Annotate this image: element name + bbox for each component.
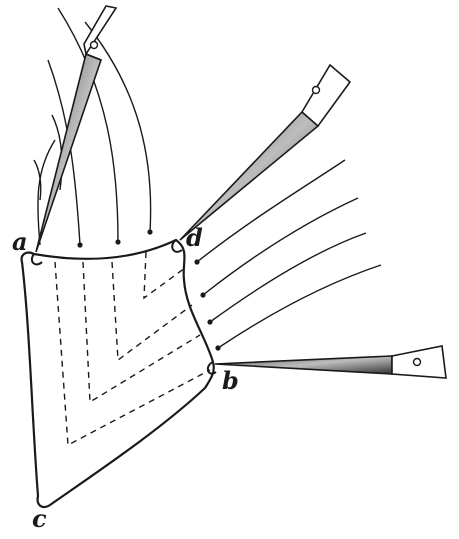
label-d: d xyxy=(186,223,203,252)
field-line xyxy=(196,159,346,263)
pin-hole xyxy=(311,85,321,95)
pin-body xyxy=(35,52,103,253)
pin-hole xyxy=(412,357,422,367)
hook-a xyxy=(30,253,43,266)
corner-hooks xyxy=(30,239,217,375)
pin-body xyxy=(179,110,320,241)
dot xyxy=(200,292,206,298)
pin-body xyxy=(214,355,393,375)
dot xyxy=(77,242,83,248)
field-line xyxy=(33,159,42,201)
field-lines-right xyxy=(196,159,382,349)
dashed-chevron xyxy=(111,261,193,362)
field-line xyxy=(51,114,63,191)
field-lines-top xyxy=(33,7,152,246)
field-line xyxy=(84,21,152,233)
field-line xyxy=(37,139,56,246)
field-line xyxy=(202,197,359,296)
dot xyxy=(194,259,200,265)
dot xyxy=(215,345,221,351)
dashed-chevrons xyxy=(54,251,211,447)
pin-handle xyxy=(83,5,118,57)
dot xyxy=(207,319,213,325)
label-b: b xyxy=(222,366,239,395)
dot xyxy=(115,239,121,245)
field-line xyxy=(209,232,367,323)
hook-d xyxy=(171,239,183,253)
pin-top-left xyxy=(35,5,118,253)
tissue-sheet-outline xyxy=(20,238,215,509)
pin-right xyxy=(214,345,447,379)
field-line xyxy=(57,7,119,243)
dashed-chevron xyxy=(54,261,211,447)
pin-hole xyxy=(89,40,99,50)
dot xyxy=(147,229,153,235)
attachment-dots xyxy=(77,229,221,351)
pin-handle xyxy=(300,63,352,128)
label-a: a xyxy=(12,227,28,256)
label-c: c xyxy=(32,504,47,533)
dashed-chevron xyxy=(82,261,201,404)
pin-top-right xyxy=(179,63,352,241)
dashed-chevron xyxy=(143,251,186,300)
field-line xyxy=(217,264,382,349)
